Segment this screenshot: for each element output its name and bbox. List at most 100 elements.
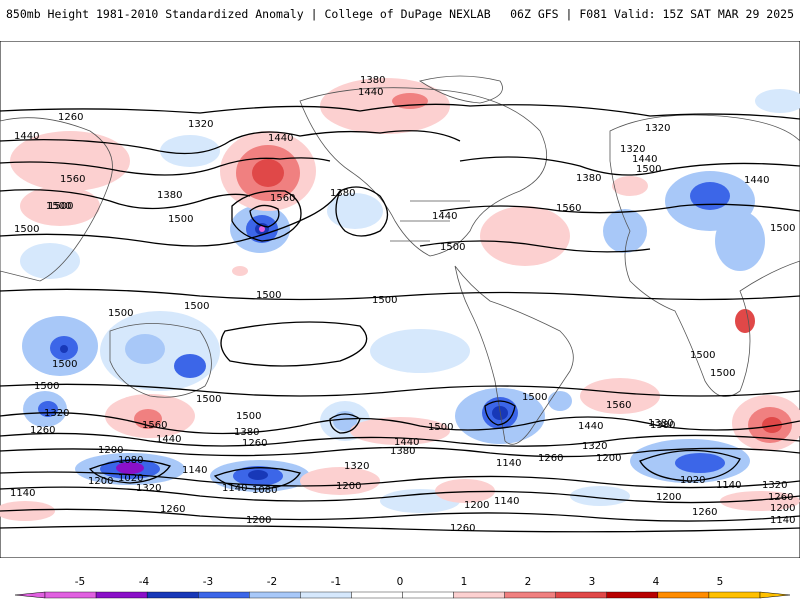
colorbar-tick-label: -3 (203, 576, 213, 588)
contour-label: 1500 (52, 359, 77, 370)
colorbar-segment (708, 591, 761, 599)
contour-label: 1140 (770, 515, 795, 526)
contour-label: 1560 (60, 174, 85, 185)
contour-label: 1560 (270, 193, 295, 204)
contour-label: 1380 (390, 446, 415, 457)
contour-label: 1440 (744, 175, 769, 186)
contour-label: 1500 (48, 201, 73, 212)
colorbar-tick-label: 4 (653, 576, 660, 588)
contour-label: 1320 (44, 408, 69, 419)
contour-label: 1500 (372, 295, 397, 306)
contour-label: 1560 (142, 420, 167, 431)
contour-label: 1200 (596, 453, 621, 464)
contour-label: 1500 (14, 224, 39, 235)
contour-label: 1500 (710, 368, 735, 379)
contour-label: 1560 (606, 400, 631, 411)
colorbar-tick-label: -2 (267, 576, 277, 588)
contour-label: 1320 (188, 119, 213, 130)
colorbar-tick-label: 0 (397, 576, 404, 588)
contour-label: 1140 (182, 465, 207, 476)
colorbar-min-arrow (14, 591, 46, 599)
contour-label: 1500 (522, 392, 547, 403)
colorbar-segment (402, 591, 454, 599)
contour-label: 1440 (632, 154, 657, 165)
contour-label: 1020 (118, 473, 143, 484)
contour-label: 1200 (98, 445, 123, 456)
colorbar-tick-label: 2 (525, 576, 532, 588)
contour-label: 1500 (196, 394, 221, 405)
coastlines (0, 75, 800, 445)
contour-label: 1320 (344, 461, 369, 472)
contour-label: 1320 (645, 123, 670, 134)
colorbar-segments (14, 591, 791, 599)
contour-label: 1140 (496, 458, 521, 469)
contour-label: 1440 (268, 133, 293, 144)
contour-label: 1260 (242, 438, 267, 449)
contour-label: 1500 (46, 201, 71, 212)
contour-label: 1260 (30, 425, 55, 436)
colorbar-segment (504, 591, 556, 599)
contour-label: 1200 (464, 500, 489, 511)
contour-label: 1380 (648, 418, 673, 429)
contour-label: 1260 (160, 504, 185, 515)
contour-label: 1500 (256, 290, 281, 301)
contour-label: 1320 (620, 144, 645, 155)
contour-label: 1260 (692, 507, 717, 518)
contour-label: 1380 (360, 75, 385, 86)
contour-label: 1080 (252, 485, 277, 496)
contour-label: 1140 (716, 480, 741, 491)
colorbar-tick-label: 3 (589, 576, 596, 588)
colorbar-segment (198, 591, 250, 599)
contour-label: 1440 (14, 131, 39, 142)
contour-label: 1260 (768, 492, 793, 503)
contour-label: 1200 (336, 481, 361, 492)
contour-label: 1200 (246, 515, 271, 526)
contour-label: 1200 (88, 476, 113, 487)
colorbar-ticks: -5 -4 -3 -2 -1 0 1 2 3 4 5 (75, 576, 724, 588)
colorbar-segment (44, 591, 97, 599)
contour-label: 1380 (157, 190, 182, 201)
contour-label: 1200 (770, 503, 795, 514)
anomaly-map: 1380 1440 1260 1320 1440 1560 1500 1440 … (0, 41, 800, 558)
contour-label: 1260 (450, 523, 475, 534)
contour-label: 1440 (432, 211, 457, 222)
contour-label: 1260 (58, 112, 83, 123)
contour-label: 1560 (556, 203, 581, 214)
map-title: 850mb Height 1981-2010 Standardized Anom… (6, 7, 491, 21)
colorbar-segment (453, 591, 505, 599)
contour-label: 1440 (156, 434, 181, 445)
contour-labels: 1380 1440 1260 1320 1440 1560 1500 1440 … (10, 75, 795, 534)
colorbar-segment (249, 591, 301, 599)
contour-label: 1500 (34, 381, 59, 392)
contour-label: 1140 (494, 496, 519, 507)
contour-label: 1320 (136, 483, 161, 494)
header-bar: 850mb Height 1981-2010 Standardized Anom… (0, 0, 800, 26)
colorbar-tick-label: -1 (331, 576, 341, 588)
model-run-label: 06Z GFS | F081 Valid: 15Z SAT MAR 29 202… (510, 7, 794, 21)
contour-label: 1500 (168, 214, 193, 225)
anomaly-colorbar: -5 -4 -3 -2 -1 0 1 2 3 4 5 (14, 576, 791, 599)
contour-label: 1380 (330, 188, 355, 199)
negative-anomaly-shading (20, 89, 800, 513)
contour-label: 1380 (576, 173, 601, 184)
colorbar-segment (555, 591, 607, 599)
colorbar-tick-label: 1 (461, 576, 468, 588)
colorbar-segment (657, 591, 710, 599)
contour-label: 1500 (236, 411, 261, 422)
contour-label: 1320 (582, 441, 607, 452)
colorbar-segment (146, 591, 199, 599)
colorbar-max-arrow (759, 591, 791, 599)
contour-label: 1500 (770, 223, 795, 234)
contour-label: 1320 (762, 480, 787, 491)
contour-label: 1500 (440, 242, 465, 253)
contour-label: 1140 (222, 483, 247, 494)
contour-label: 1140 (10, 488, 35, 499)
contour-label: 1440 (358, 87, 383, 98)
contour-label: 1200 (656, 492, 681, 503)
colorbar-segment (351, 591, 403, 599)
contour-label: 1020 (680, 475, 705, 486)
contour-label: 1260 (538, 453, 563, 464)
contour-label: 1440 (578, 421, 603, 432)
contour-label: 1380 (234, 427, 259, 438)
height-contours (0, 103, 800, 533)
